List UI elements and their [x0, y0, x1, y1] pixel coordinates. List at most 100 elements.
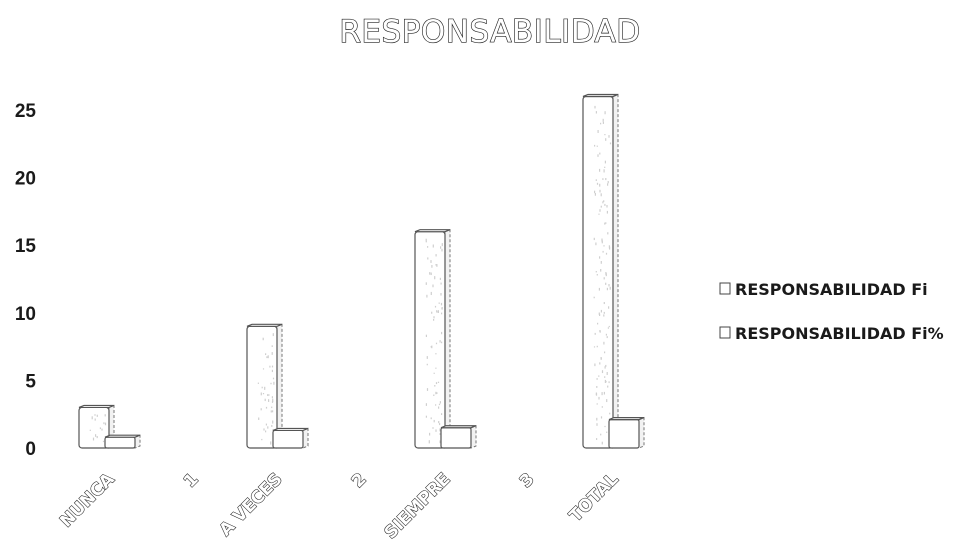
bar-texture: [594, 190, 596, 194]
bar-texture: [601, 370, 604, 374]
bar-texture: [99, 427, 101, 430]
bar-texture: [264, 386, 266, 390]
bar-texture: [432, 284, 434, 288]
bar-texture: [602, 121, 604, 124]
bar-texture: [436, 392, 438, 394]
bar-texture: [426, 294, 428, 298]
bar-texture: [597, 130, 599, 133]
bar-texture: [272, 377, 275, 380]
bar-texture: [91, 416, 93, 420]
bar-texture: [607, 183, 609, 186]
bar-front-face: [440, 427, 472, 449]
bar-texture: [607, 232, 609, 235]
bar-texture: [605, 380, 607, 383]
bar-texture: [598, 375, 600, 377]
bar-texture: [435, 367, 437, 369]
bar-texture: [599, 330, 601, 333]
bar-texture: [440, 302, 443, 306]
bar-texture: [433, 316, 435, 319]
bar-texture: [95, 434, 97, 437]
bar-top-face: [272, 427, 309, 432]
bar-texture: [262, 337, 264, 341]
bar-texture: [600, 205, 602, 208]
bar-texture: [271, 406, 273, 409]
bar-texture: [600, 309, 602, 313]
bar-texture: [609, 142, 612, 145]
bar-front-face: [272, 429, 304, 449]
bar-texture: [594, 105, 596, 109]
bar-texture: [103, 422, 105, 425]
bar-texture: [263, 428, 265, 431]
bar-texture: [601, 240, 603, 244]
bar-texture: [94, 418, 96, 421]
bar-texture: [596, 378, 598, 380]
bar-texture: [434, 385, 436, 387]
bar-texture: [425, 415, 427, 418]
bar-texture: [269, 365, 271, 368]
bar-texture: [432, 427, 434, 429]
x-tick-label: 2: [348, 469, 371, 492]
bar-texture: [596, 417, 598, 421]
y-tick-label: 5: [25, 371, 36, 392]
bar-texture: [439, 440, 441, 444]
bar-texture: [604, 166, 606, 168]
bar-texture: [425, 282, 427, 285]
bar-top-face: [582, 93, 619, 98]
bar-texture: [264, 398, 266, 402]
bar-texture: [605, 333, 607, 336]
legend-item: RESPONSABILIDAD Fi%: [719, 324, 944, 343]
bar-texture: [608, 306, 610, 309]
legend-item: RESPONSABILIDAD Fi: [719, 280, 928, 299]
bar-texture: [441, 307, 443, 310]
bar-top-face: [414, 229, 451, 233]
y-tick-label: 20: [15, 169, 36, 190]
bar-texture: [608, 245, 610, 249]
y-tick-label: 15: [15, 236, 37, 257]
bar-texture: [435, 254, 437, 257]
bar-texture: [596, 403, 598, 405]
bar-texture: [432, 244, 434, 248]
bar-texture: [598, 213, 600, 215]
bar-texture: [600, 261, 602, 264]
bar-texture: [604, 203, 606, 206]
bar-texture: [608, 284, 610, 287]
bar-texture: [441, 243, 443, 247]
bar-texture: [596, 423, 598, 426]
bar-texture: [267, 426, 269, 429]
bar-texture: [605, 282, 607, 285]
bar-texture: [594, 144, 596, 147]
bar-texture: [430, 260, 432, 263]
bar-fipct-4: [440, 424, 477, 449]
bar-texture: [262, 393, 265, 395]
bar-fipct-2: [272, 427, 309, 449]
bar-texture: [607, 327, 609, 329]
bar-texture: [596, 182, 599, 185]
bar-texture: [438, 406, 440, 409]
bar-texture: [439, 340, 441, 343]
bar-front-face: [582, 95, 614, 449]
bar-texture: [260, 392, 262, 396]
bar-texture: [94, 414, 96, 416]
bar-fipct-0: [104, 434, 141, 449]
y-tick-label: 0: [25, 439, 36, 460]
bar-texture: [599, 189, 601, 193]
bar-texture: [268, 394, 270, 396]
bar-texture: [601, 238, 603, 242]
legend: RESPONSABILIDAD Fi RESPONSABILIDAD Fi%: [719, 280, 944, 343]
bar-fi-6: [582, 93, 619, 449]
bar-texture: [425, 241, 427, 243]
bar-texture: [595, 242, 597, 246]
bar-texture: [604, 160, 606, 164]
legend-swatch: [719, 282, 731, 295]
bar-texture: [271, 365, 274, 368]
bar-texture: [270, 441, 272, 445]
bar-side-face: [444, 228, 451, 449]
bar-texture: [435, 382, 438, 385]
bar-top-face: [246, 323, 283, 327]
bar-texture: [595, 111, 597, 114]
bar-texture: [608, 381, 610, 384]
bar-texture: [437, 381, 440, 383]
bar-fipct-6: [608, 416, 645, 449]
bar-texture: [437, 310, 439, 313]
